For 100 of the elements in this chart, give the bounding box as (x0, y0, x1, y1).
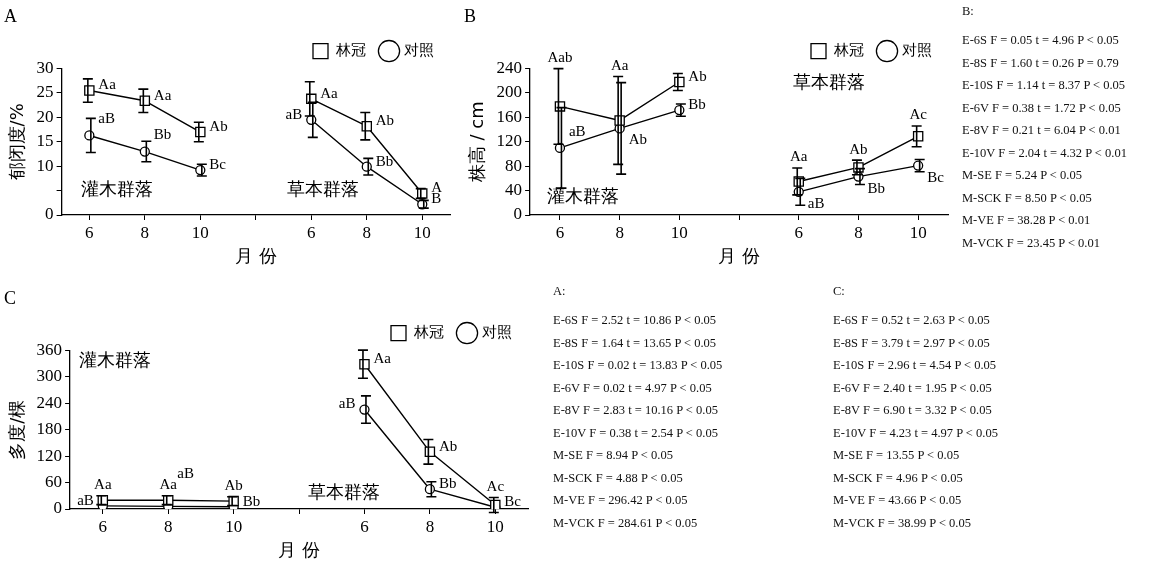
text: E-8V F = 6.90 t = 3.32 P < 0.05 (833, 402, 993, 419)
y-tick-label: 240 (36, 392, 63, 412)
annotation: aB (338, 395, 356, 412)
y-tick-label: 0 (45, 204, 54, 224)
text: M-SE F = 8.94 P < 0.05 (553, 448, 673, 462)
x-tick-label: 6 (307, 222, 316, 242)
y-tick-label: 160 (496, 106, 523, 126)
text: M-SE F = 13.55 P < 0.05 (833, 447, 961, 464)
y-tick-label: 120 (496, 131, 523, 151)
annotation: Bb (438, 475, 457, 492)
x-tick-label: 8 (854, 222, 863, 242)
text: E-6S F = 2.52 t = 10.86 P < 0.05 (553, 313, 717, 327)
text: E-10V F = 2.04 t = 4.32 P < 0.01 (962, 144, 1128, 162)
annotation: Ab (849, 140, 868, 157)
text: E-8S F = 1.64 t = 13.65 P < 0.05 (553, 335, 717, 350)
annotation: Ab (628, 131, 647, 148)
x-tick-label: 8 (140, 222, 150, 242)
annotation: Ac (486, 478, 505, 494)
text: B: (962, 4, 975, 19)
y-tick-label: 0 (513, 204, 523, 224)
annotation: Ab (438, 437, 458, 454)
annotation: Bb (688, 96, 706, 113)
y-axis-title: 郁闭度/% (6, 103, 28, 181)
text: E-8S F = 1.60 t = 0.26 P = 0.79 (962, 54, 1120, 72)
legend-label: 对照 (404, 40, 434, 59)
annotation: aB (98, 110, 116, 127)
annotation: Aa (159, 476, 178, 493)
annotation: Aa (790, 148, 808, 165)
text: E-8V F = 2.83 t = 10.16 P < 0.05 (553, 403, 718, 417)
text: E-6V F = 0.02 t = 4.97 P < 0.05 (553, 380, 712, 395)
annotation: aB (285, 105, 303, 122)
text: M-VE F = 296.42 P < 0.05 (553, 493, 688, 507)
x-tick-label: 8 (615, 222, 624, 242)
x-tick-label: 6 (360, 516, 369, 536)
y-tick-label: 40 (505, 180, 523, 200)
x-axis-title: 月 份 (278, 538, 320, 560)
annotation: Bc (504, 493, 522, 510)
text: Aab (547, 49, 573, 66)
y-tick-label: 300 (36, 366, 63, 386)
text: M-SCK F = 4.88 P < 0.05 (553, 470, 683, 485)
x-tick-label: 10 (413, 222, 431, 242)
y-tick-label: 360 (36, 340, 63, 360)
y-tick-label: 180 (36, 419, 63, 439)
text: E-6S F = 0.52 t = 2.63 P < 0.05 (833, 312, 991, 329)
annotation: 草本群落 (286, 177, 359, 199)
annotation: Aa (610, 56, 629, 73)
text: C: (833, 284, 846, 299)
y-tick-label: 20 (36, 106, 54, 126)
text: M-VCK F = 23.45 P < 0.01 (962, 234, 1101, 252)
text: M-VCK F = 284.61 P < 0.05 (553, 515, 698, 530)
text: E-10S F = 2.96 t = 4.54 P < 0.05 (833, 357, 998, 374)
x-tick-label: 8 (362, 222, 372, 242)
y-tick-label: 240 (496, 58, 523, 78)
text: E-10S F = 0.02 t = 13.83 P < 0.05 (553, 358, 723, 372)
x-tick-label: 6 (85, 222, 94, 242)
chart-title: A (4, 5, 17, 26)
annotation: Aa (98, 76, 117, 93)
text: E-6V F = 0.38 t = 1.72 P < 0.05 (962, 99, 1122, 117)
text: M-SCK F = 4.96 P < 0.05 (833, 469, 964, 487)
annotation: 灌木群落 (546, 185, 619, 207)
y-tick-label: 30 (36, 58, 54, 78)
annotation: Bb (153, 126, 172, 143)
annotation: 草本群落 (308, 480, 381, 502)
chart-title: B (464, 5, 477, 26)
x-tick-label: 6 (555, 222, 565, 242)
annotation: Bb (375, 152, 394, 169)
annotation: 草本群落 (793, 70, 866, 92)
annotation: Ab (375, 112, 395, 129)
x-tick-label: 6 (98, 516, 108, 536)
text: E-6S F = 0.05 t = 4.96 P < 0.05 (962, 32, 1120, 49)
x-axis-title: 月 份 (234, 244, 277, 266)
text: E-10V F = 4.23 t = 4.97 P < 0.05 (833, 424, 999, 442)
annotation: Bc (209, 156, 227, 173)
text: M-SE F = 5.24 P < 0.05 (962, 167, 1083, 184)
annotation: Ac (909, 106, 928, 123)
text: E-6V F = 2.40 t = 1.95 P < 0.05 (833, 379, 993, 397)
x-axis-title: 月 份 (718, 244, 760, 266)
y-tick-label: 200 (496, 82, 523, 102)
y-tick-label: 60 (45, 472, 63, 492)
x-tick-label: 10 (670, 222, 688, 242)
legend-label: 林冠 (832, 40, 864, 59)
legend-label: 林冠 (412, 322, 444, 341)
y-tick-label: 0 (53, 498, 63, 518)
text: E-8S F = 3.79 t = 2.97 P < 0.05 (833, 334, 991, 352)
x-tick-label: 8 (425, 516, 435, 536)
annotation: Ab (209, 117, 228, 134)
annotation: Aa (94, 476, 112, 493)
legend-label: 林冠 (334, 40, 366, 59)
x-tick-label: 10 (909, 222, 927, 242)
annotation: Aa (373, 350, 392, 367)
text: M-VE F = 38.28 P < 0.01 (962, 212, 1092, 229)
text: M-VE F = 43.66 P < 0.05 (833, 492, 963, 509)
x-tick-label: 6 (794, 222, 803, 242)
annotation: Aa (320, 84, 339, 101)
annotation: 灌木群落 (79, 349, 152, 371)
x-tick-label: 8 (163, 516, 173, 536)
annotation: aB (177, 465, 194, 482)
text: A: (553, 284, 566, 298)
text: M-VCK F = 38.99 P < 0.05 (833, 514, 972, 532)
y-tick-label: 25 (36, 82, 54, 102)
